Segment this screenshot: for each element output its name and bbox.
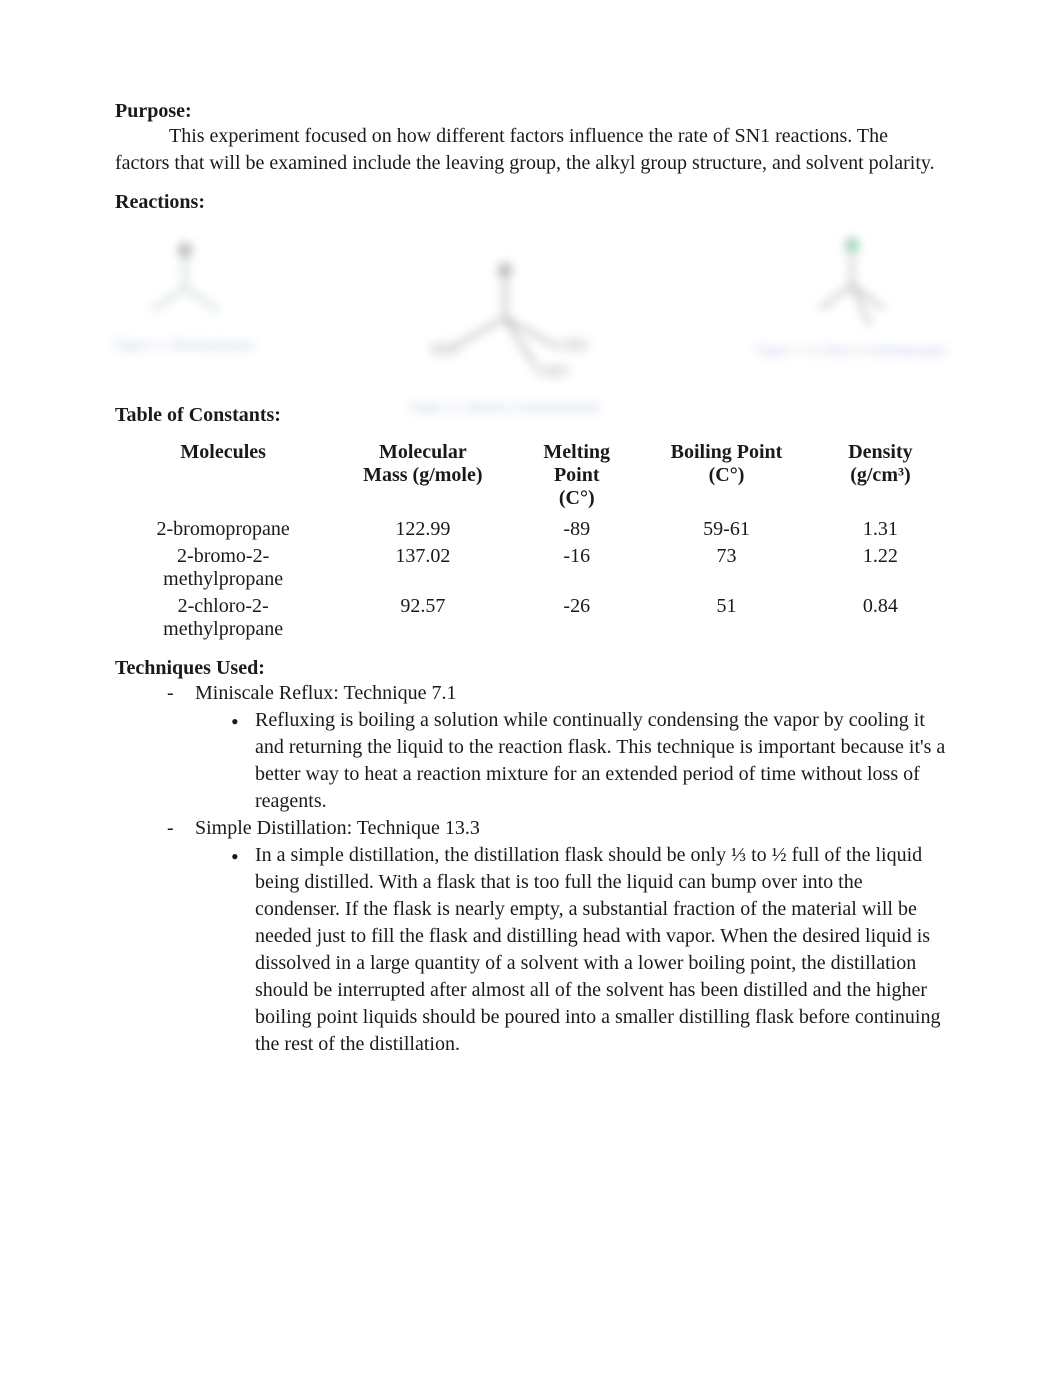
- col-molecules-l1: Molecules: [180, 441, 266, 463]
- constants-table: Molecules Molecular Mass (g/mole) Meltin…: [115, 435, 947, 643]
- technique-bullets: In a simple distillation, the distillati…: [195, 842, 947, 1058]
- table-row: 2-chloro-2- methylpropane 92.57 -26 51 0…: [115, 593, 947, 643]
- reactions-figures: Figure 1. 2-Bromopropane H3C CH3 CH3: [115, 220, 947, 400]
- col-dens-l1: Density: [848, 441, 912, 463]
- cell-dens: 1.22: [814, 543, 947, 593]
- cell-name: 2-bromopropane: [115, 516, 331, 543]
- col-mp-l1: Melting: [543, 441, 610, 463]
- cell-mass: 137.02: [331, 543, 514, 593]
- molecule-2-structure: H3C CH3 CH3: [395, 256, 615, 391]
- technique-bullets: Refluxing is boiling a solution while co…: [195, 707, 947, 815]
- cell-name-l1: 2-bromopropane: [157, 518, 290, 540]
- technique-bullet: In a simple distillation, the distillati…: [255, 842, 947, 1058]
- col-dens: Density (g/cm³): [814, 435, 947, 516]
- svg-text:H3C: H3C: [431, 341, 461, 358]
- col-mp-l2: Point: [554, 464, 600, 486]
- col-bp: Boiling Point (C°): [639, 435, 814, 516]
- col-mp: Melting Point (C°): [514, 435, 639, 516]
- figure-3: Figure 3. 2-Chloro-2-methylpropane: [757, 233, 947, 358]
- techniques-heading: Techniques Used:: [115, 657, 947, 680]
- cell-bp: 73: [639, 543, 814, 593]
- figure-2-caption: Figure 2. 2-Bromo-2-methylpropane: [395, 399, 615, 415]
- col-mass-l2: Mass (g/mole): [363, 464, 482, 486]
- molecule-3-structure: [792, 233, 912, 338]
- techniques-list: Miniscale Reflux: Technique 7.1 Refluxin…: [115, 680, 947, 1058]
- figure-1: Figure 1. 2-Bromopropane: [115, 238, 254, 353]
- cell-name: 2-chloro-2- methylpropane: [115, 593, 331, 643]
- cell-mass: 122.99: [331, 516, 514, 543]
- cell-name: 2-bromo-2- methylpropane: [115, 543, 331, 593]
- table-row: 2-bromo-2- methylpropane 137.02 -16 73 1…: [115, 543, 947, 593]
- col-dens-l2: (g/cm³): [850, 464, 910, 486]
- cell-name-l1: 2-bromo-2-: [177, 545, 269, 567]
- technique-bullet: Refluxing is boiling a solution while co…: [255, 707, 947, 815]
- cell-mp: -16: [514, 543, 639, 593]
- figure-2: H3C CH3 CH3 Figure 2. 2-Bromo-2-methylpr…: [395, 256, 615, 415]
- cell-mp: -89: [514, 516, 639, 543]
- document-page: Purpose: This experiment focused on how …: [0, 0, 1062, 1118]
- figure-1-caption: Figure 1. 2-Bromopropane: [115, 337, 254, 353]
- cell-bp: 51: [639, 593, 814, 643]
- figure-3-caption: Figure 3. 2-Chloro-2-methylpropane: [757, 342, 947, 358]
- cell-dens: 0.84: [814, 593, 947, 643]
- table-header-row: Molecules Molecular Mass (g/mole) Meltin…: [115, 435, 947, 516]
- purpose-body: This experiment focused on how different…: [115, 123, 947, 177]
- col-bp-l1: Boiling Point: [671, 441, 783, 463]
- molecule-1-structure: [130, 238, 240, 333]
- col-mass: Molecular Mass (g/mole): [331, 435, 514, 516]
- cell-mass: 92.57: [331, 593, 514, 643]
- cell-dens: 1.31: [814, 516, 947, 543]
- col-mass-l1: Molecular: [379, 441, 467, 463]
- svg-text:CH3: CH3: [537, 363, 567, 380]
- technique-title: Simple Distillation: Technique 13.3: [195, 817, 480, 839]
- col-mp-l3: (C°): [559, 487, 595, 509]
- table-row: 2-bromopropane 122.99 -89 59-61 1.31: [115, 516, 947, 543]
- col-bp-l2: (C°): [709, 464, 745, 486]
- cell-name-l2: methylpropane: [163, 618, 283, 640]
- technique-item: Simple Distillation: Technique 13.3 In a…: [195, 815, 947, 1058]
- cell-bp: 59-61: [639, 516, 814, 543]
- purpose-heading: Purpose:: [115, 100, 947, 123]
- cell-name-l1: 2-chloro-2-: [178, 595, 269, 617]
- cell-mp: -26: [514, 593, 639, 643]
- reactions-heading: Reactions:: [115, 191, 947, 214]
- technique-item: Miniscale Reflux: Technique 7.1 Refluxin…: [195, 680, 947, 815]
- col-molecules: Molecules: [115, 435, 331, 516]
- cell-name-l2: methylpropane: [163, 568, 283, 590]
- technique-title: Miniscale Reflux: Technique 7.1: [195, 682, 457, 704]
- svg-text:CH3: CH3: [557, 337, 587, 354]
